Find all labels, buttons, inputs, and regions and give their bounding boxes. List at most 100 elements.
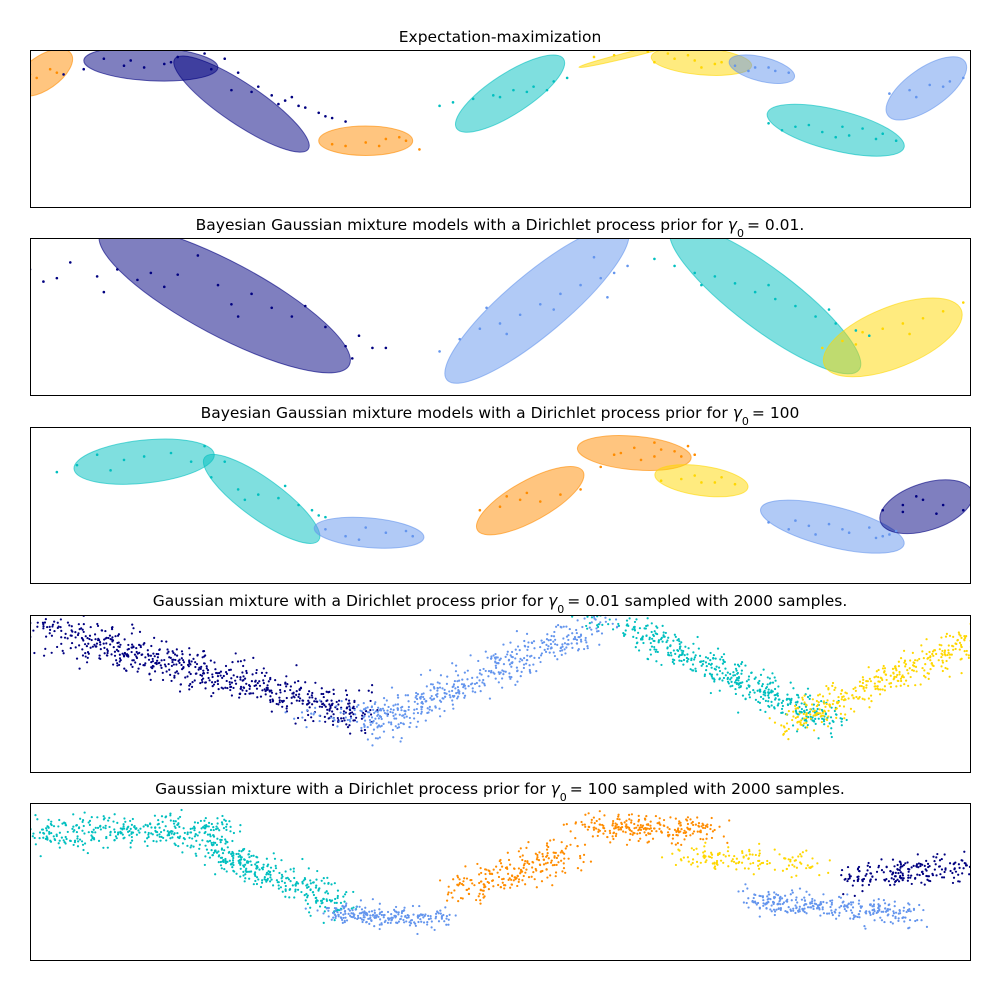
sample-gold-5-29 xyxy=(922,674,926,678)
sample-cornflowerblue-6-292 xyxy=(764,903,767,906)
sample-cornflowerblue-6-267 xyxy=(878,908,881,911)
sample-cyan-0-136 xyxy=(209,828,213,832)
sample-navy-0-527 xyxy=(108,634,112,637)
sample-navy-0-423 xyxy=(369,708,372,712)
point-navy-13 xyxy=(256,85,260,88)
sample-darkorange-4-233 xyxy=(608,829,611,832)
sample-cornflowerblue-1-272 xyxy=(516,680,519,683)
sample-darkorange-3-42 xyxy=(531,866,534,869)
sample-cyan-1-60 xyxy=(217,850,220,853)
sample-cornflowerblue-2-28 xyxy=(387,721,390,724)
sample-cornflowerblue-1-418 xyxy=(428,708,431,711)
sample-cyan-3-366 xyxy=(795,693,799,696)
sample-cornflowerblue-1-166 xyxy=(443,688,446,691)
title-math: γ xyxy=(728,216,738,234)
sample-navy-0-403 xyxy=(68,624,71,627)
sample-navy-7-47 xyxy=(916,853,919,856)
sample-navy-0-405 xyxy=(168,668,171,671)
point-cyan-13 xyxy=(277,496,280,500)
sample-cyan-4-1 xyxy=(633,629,637,632)
sample-darkorange-4-34 xyxy=(656,822,659,825)
point-navy-18 xyxy=(357,334,361,337)
sample-navy-0-168 xyxy=(179,683,182,686)
sample-navy-0-348 xyxy=(327,717,330,720)
sample-navy-0-322 xyxy=(332,692,335,696)
sample-cornflowerblue-2-212 xyxy=(392,908,396,911)
sample-darkorange-3-209 xyxy=(551,864,554,867)
sample-cyan-0-186 xyxy=(186,831,189,834)
sample-navy-0-280 xyxy=(301,702,304,705)
sample-cornflowerblue-6-91 xyxy=(800,898,804,901)
sample-darkorange-4-151 xyxy=(647,832,650,835)
sample-cyan-0-132 xyxy=(130,835,133,839)
sample-cornflowerblue-1-15 xyxy=(583,617,586,620)
sample-cornflowerblue-2-69 xyxy=(371,898,374,901)
sample-cornflowerblue-1-300 xyxy=(448,694,451,697)
sample-cornflowerblue-1-29 xyxy=(532,640,536,643)
sample-cornflowerblue-6-222 xyxy=(857,913,860,916)
sample-cornflowerblue-1-153 xyxy=(404,710,407,713)
sample-navy-0-353 xyxy=(63,636,67,639)
sample-navy-0-201 xyxy=(295,664,298,667)
sample-navy-0-541 xyxy=(200,674,204,677)
sample-cyan-1-324 xyxy=(326,892,330,895)
sample-cornflowerblue-1-317 xyxy=(508,672,511,675)
sample-cyan-3-41 xyxy=(806,723,809,727)
sample-cornflowerblue-6-86 xyxy=(822,900,825,904)
sample-cornflowerblue-2-2 xyxy=(340,918,344,921)
sample-navy-7-26 xyxy=(940,876,944,879)
sample-darkorange-4-211 xyxy=(611,824,614,827)
sample-cyan-0-320 xyxy=(216,822,219,825)
sample-cyan-3-311 xyxy=(806,695,810,699)
sample-cyan-1-230 xyxy=(255,882,259,886)
sample-navy-0-68 xyxy=(364,731,367,735)
ellipse-cornflowerblue-7 xyxy=(728,54,796,84)
sample-gold-5-61 xyxy=(805,867,808,870)
sample-navy-7-166 xyxy=(910,874,913,877)
sample-darkorange-3-34 xyxy=(526,861,529,864)
sample-cornflowerblue-1-218 xyxy=(418,696,422,699)
sample-cyan-3-403 xyxy=(719,658,722,661)
sample-navy-0-394 xyxy=(151,667,154,670)
sample-navy-0-128 xyxy=(194,665,197,669)
sample-navy-0-413 xyxy=(199,667,202,670)
sample-cornflowerblue-6-255 xyxy=(803,896,806,899)
sample-cornflowerblue-2-125 xyxy=(440,916,443,919)
sample-gold-5-281 xyxy=(852,687,855,691)
sample-navy-0-355 xyxy=(168,656,171,659)
sample-navy-0-417 xyxy=(71,630,74,633)
sample-cyan-1-20 xyxy=(223,849,226,852)
sample-cyan-3-320 xyxy=(803,711,806,714)
sample-cyan-0-16 xyxy=(90,816,93,819)
sample-cyan-1-306 xyxy=(207,840,210,843)
sample-darkorange-3-208 xyxy=(460,882,464,886)
sample-darkorange-4-222 xyxy=(685,834,688,837)
sample-darkorange-3-157 xyxy=(462,880,465,883)
sample-navy-0-639 xyxy=(112,663,115,666)
sample-cornflowerblue-1-108 xyxy=(466,678,469,681)
sample-cyan-3-226 xyxy=(812,703,815,706)
sample-navy-7-107 xyxy=(919,862,922,866)
sample-navy-7-42 xyxy=(842,893,845,896)
sample-cyan-0-113 xyxy=(172,833,176,836)
sample-navy-7-125 xyxy=(926,878,929,881)
sample-cornflowerblue-1-88 xyxy=(431,683,434,686)
sample-navy-0-174 xyxy=(127,643,130,647)
sample-cyan-3-344 xyxy=(774,679,777,682)
sample-cornflowerblue-2-140 xyxy=(345,919,349,922)
sample-gold-5-324 xyxy=(876,687,879,690)
sample-gold-5-309 xyxy=(785,729,788,732)
sample-darkorange-4-16 xyxy=(625,823,628,826)
sample-cornflowerblue-6-132 xyxy=(893,905,896,908)
sample-cornflowerblue-2-17 xyxy=(357,703,360,707)
point-gold-0 xyxy=(820,346,824,350)
sample-cornflowerblue-6-243 xyxy=(779,907,783,910)
sample-gold-5-261 xyxy=(796,728,799,731)
sample-cornflowerblue-6-20 xyxy=(830,911,834,914)
sample-cyan-0-203 xyxy=(103,817,106,820)
sample-navy-0-555 xyxy=(295,690,298,693)
sample-cornflowerblue-2-40 xyxy=(316,909,319,912)
sample-navy-0-398 xyxy=(234,679,237,682)
sample-cyan-3-262 xyxy=(693,658,696,661)
sample-gold-5-161 xyxy=(933,649,936,652)
